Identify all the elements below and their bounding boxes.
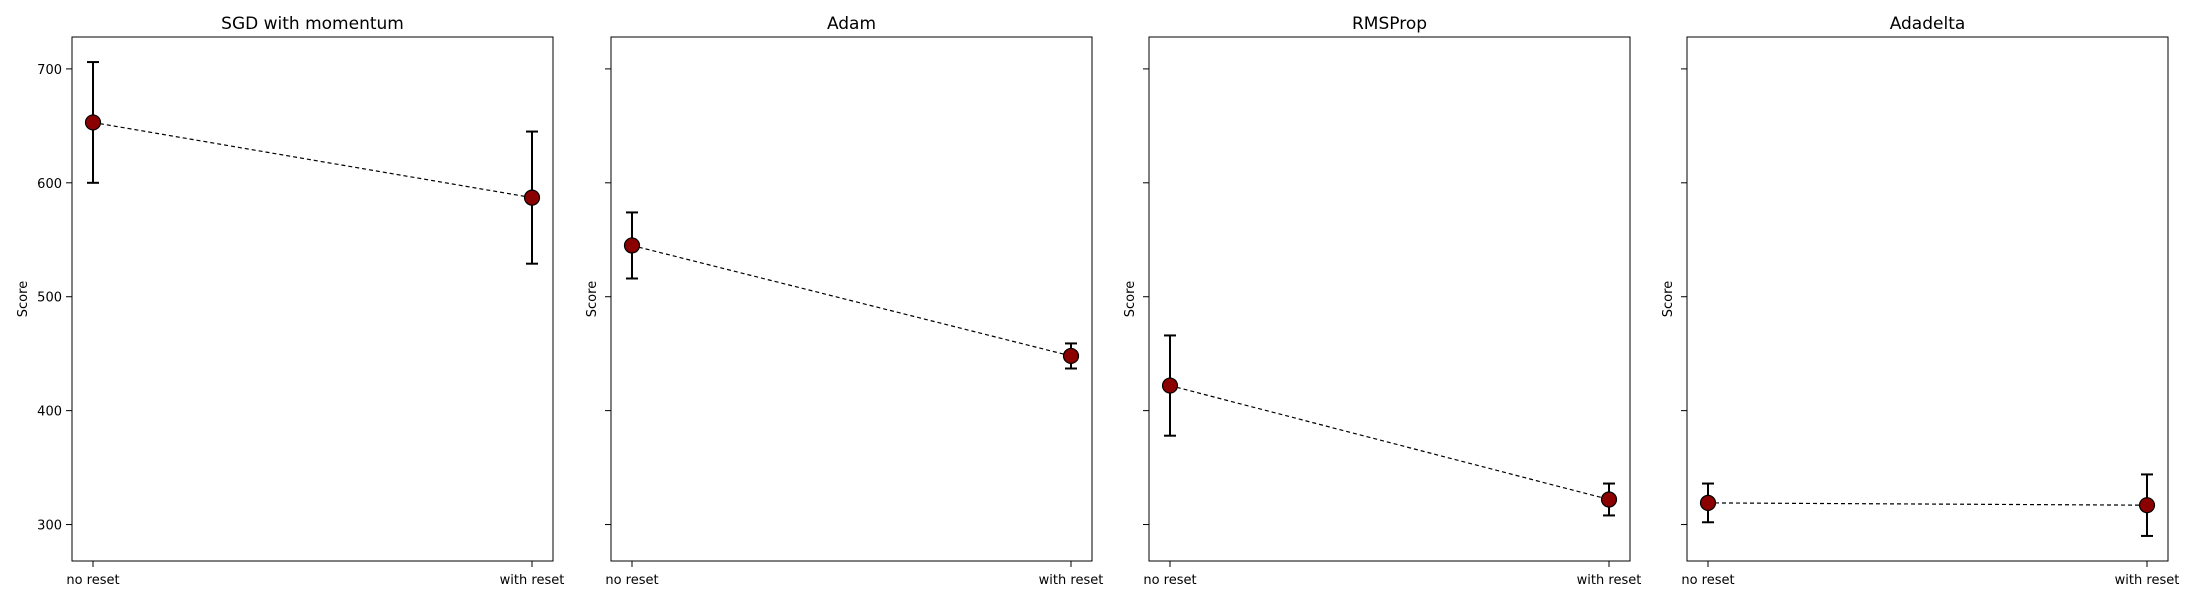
x-tick-label: with reset — [1039, 573, 1104, 588]
x-tick-label: no reset — [605, 573, 658, 588]
subplot-4: Adadelta Score no reset with reset — [1661, 14, 2179, 588]
plot-frame — [71, 36, 554, 562]
series-line — [1707, 502, 2148, 506]
data-point — [84, 114, 102, 131]
subplot-title: RMSProp — [1352, 14, 1427, 34]
series-line — [631, 244, 1072, 357]
data-point — [1600, 491, 1618, 508]
series-line — [92, 121, 533, 199]
x-tick-label: with reset — [2115, 573, 2180, 588]
data-point — [2138, 497, 2156, 514]
x-tick-label: no reset — [1681, 573, 1734, 588]
y-axis-label: Score — [1123, 281, 1138, 317]
y-tick-label: 600 — [37, 177, 62, 192]
data-point — [1161, 377, 1179, 394]
series-line — [1169, 384, 1610, 501]
data-point — [623, 237, 641, 254]
data-point — [523, 189, 541, 206]
y-tick-label: 700 — [37, 63, 62, 78]
plot-frame — [610, 36, 1093, 562]
data-point — [1699, 494, 1717, 512]
y-tick-label: 500 — [37, 291, 62, 306]
x-tick-label: with reset — [1577, 573, 1642, 588]
plot-frame — [1148, 36, 1631, 562]
subplot-2: Adam Score no reset with reset — [585, 14, 1103, 588]
subplot-3: RMSProp Score no reset with reset — [1123, 14, 1641, 588]
data-point — [1062, 347, 1080, 365]
y-axis-label: Score — [16, 281, 31, 317]
y-tick-label: 300 — [37, 519, 62, 534]
x-tick-label: with reset — [500, 573, 565, 588]
y-axis-label: Score — [585, 281, 600, 317]
subplot-title: SGD with momentum — [221, 14, 404, 34]
y-axis-label: Score — [1661, 281, 1676, 317]
subplot-title: Adadelta — [1890, 14, 1966, 34]
subplot-title: Adam — [827, 14, 876, 34]
y-tick-label: 400 — [37, 405, 62, 420]
x-tick-label: no reset — [66, 573, 119, 588]
plot-frame — [1686, 36, 2169, 562]
x-tick-label: no reset — [1143, 573, 1196, 588]
subplot-1: SGD with momentum 300 400 500 600 700 Score no … — [16, 14, 564, 588]
